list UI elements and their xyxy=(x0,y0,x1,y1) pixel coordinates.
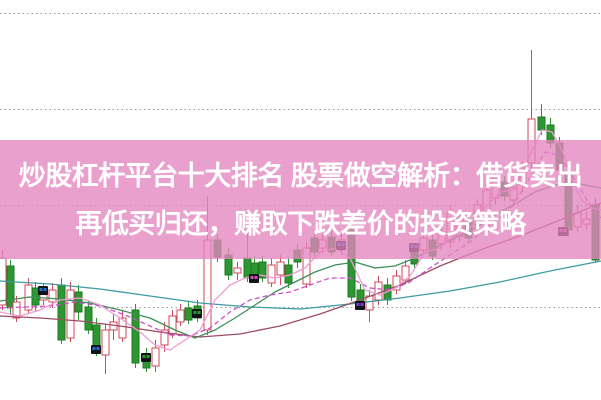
signal-marker-dot xyxy=(92,347,96,350)
signal-marker-dot xyxy=(39,288,43,291)
candle-body xyxy=(392,275,401,291)
candle-body xyxy=(176,309,185,323)
candle-body xyxy=(258,261,267,279)
candle-body xyxy=(160,329,169,346)
candle-body xyxy=(118,317,127,339)
candle-body xyxy=(374,281,383,301)
candle-body xyxy=(168,315,177,335)
signal-marker-dot xyxy=(193,311,197,314)
candle-body xyxy=(48,289,57,303)
headline-line-1: 炒股杠杆平台十大排名 股票做空解析：借货卖出 xyxy=(18,160,583,191)
headline-line-2: 再低买归还，赚取下跌差价的投资策略 xyxy=(75,208,526,239)
headline-banner: 炒股杠杆平台十大排名 股票做空解析：借货卖出 再低买归还，赚取下跌差价的投资策略 xyxy=(0,140,601,259)
candle-body xyxy=(101,329,110,356)
candle-body xyxy=(276,261,285,276)
ma-line-MA60 xyxy=(0,260,601,310)
signal-marker-dot xyxy=(142,355,146,358)
signal-marker-dot xyxy=(43,288,47,291)
signal-marker-dot xyxy=(197,311,201,314)
signal-marker-dot xyxy=(254,276,258,279)
signal-marker-dot xyxy=(146,355,150,358)
candle-body xyxy=(537,116,546,131)
candle-body xyxy=(267,264,276,284)
candle-body xyxy=(84,306,93,331)
candle-body xyxy=(31,287,40,306)
candle-body xyxy=(151,347,160,367)
candle-body xyxy=(184,307,193,321)
candle-body xyxy=(12,301,21,319)
candle-body xyxy=(66,289,75,339)
candle-body xyxy=(233,267,242,274)
candle-body xyxy=(131,309,140,364)
candle-body xyxy=(365,295,374,311)
signal-marker-dot xyxy=(360,303,364,306)
signal-marker-dot xyxy=(96,347,100,350)
signal-marker-dot xyxy=(250,276,254,279)
signal-marker-dot xyxy=(356,303,360,306)
candle-body xyxy=(57,284,66,341)
